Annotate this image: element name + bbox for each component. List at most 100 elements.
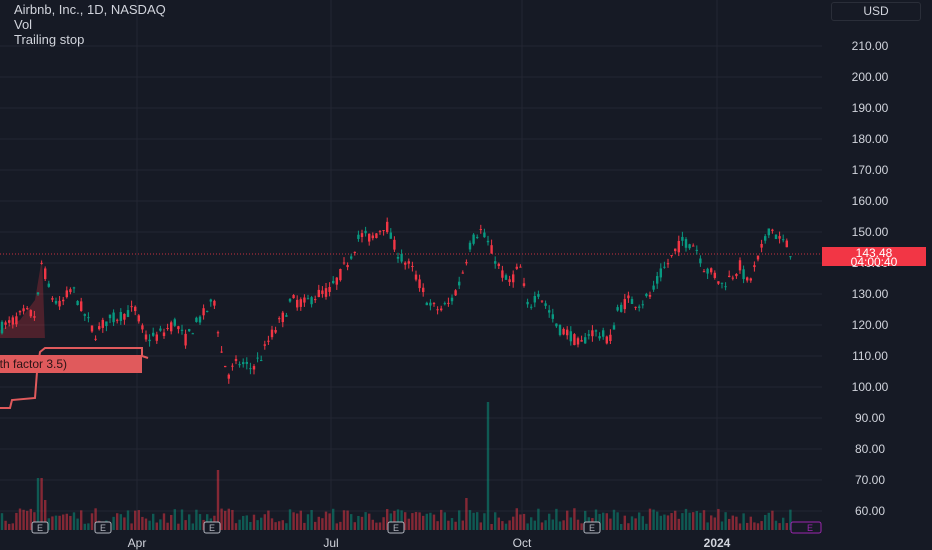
candle [134,305,137,316]
volume-bar [652,509,655,530]
candle [350,253,353,260]
candle [137,314,140,324]
candle [461,270,464,274]
volume-bar [29,508,32,530]
volume-bar [22,509,25,530]
candle [353,251,356,256]
volume-bar [656,511,659,530]
candle [260,355,263,362]
volume-bar [180,509,184,530]
candle [375,233,378,239]
volume-bar [159,519,162,530]
volume-bar [522,513,526,530]
candle [296,295,299,311]
candle [778,231,781,244]
candle [706,267,709,279]
candle [62,296,65,306]
candle [108,314,112,324]
volume-bar [720,521,724,530]
candle [188,328,191,332]
volume-bar [94,508,97,530]
volume-bar [393,510,396,530]
volume-bar [519,514,522,530]
candle [44,266,47,281]
candle [465,259,468,266]
candle [152,327,155,337]
time-axis-label: Jul [323,536,338,550]
volume-bar [292,512,295,530]
candle [270,325,274,340]
volume-bar [11,523,14,530]
volume-bar [285,523,288,530]
volume-bar [414,511,418,530]
candle [195,316,198,323]
candle [36,292,40,296]
candle [731,275,734,281]
candle [119,308,122,325]
candle [224,365,227,368]
candle [130,300,133,312]
volume-bar [789,509,792,530]
last-price-tag: 143.48 04:00:40 [822,247,926,269]
candle [663,261,666,269]
earnings-marker-label: E [100,523,106,533]
volume-bar [447,520,450,530]
candle [288,298,292,303]
volume-bar [684,508,688,530]
volume-bar [479,522,482,530]
candle [580,335,583,342]
candle [378,230,382,235]
candle [98,322,101,331]
candle [533,291,536,308]
candle [558,324,562,337]
candle [83,313,86,321]
candle [501,265,504,282]
volume-bar [382,517,385,530]
volume-bar [339,521,342,530]
volume-bar [429,512,432,530]
candle [382,229,385,236]
candle [22,304,25,315]
candle [360,229,364,243]
volume-bar [620,523,623,530]
price-axis-label: 160.00 [852,194,889,208]
volume-bar [432,514,436,530]
currency-selector[interactable]: USD [831,2,921,21]
volume-bar [681,513,684,530]
volume-bar [735,516,738,530]
symbol-title[interactable]: Airbnb, Inc., 1D, NASDAQ [14,2,166,17]
volume-bar [310,510,313,530]
candle [630,296,634,305]
candle [8,316,11,327]
trailing-stop-fill [0,258,45,340]
earnings-marker-icon [94,521,112,534]
volume-bar [648,508,652,530]
candle [440,305,443,312]
candle [249,362,252,375]
volume-indicator-label[interactable]: Vol [14,17,33,32]
candle [407,258,410,269]
volume-bar [76,518,79,530]
volume-bar [15,512,18,530]
candle [774,234,778,240]
volume-bar [540,522,544,530]
candle [537,290,540,300]
volume-bar [422,515,425,530]
volume-bar [321,518,324,530]
volume-bar [177,523,180,530]
volume-bar [670,513,673,530]
volume-bar [256,520,259,530]
volume-bar [756,523,760,530]
volume-bar [706,522,709,530]
candle [285,312,288,317]
candle [317,284,320,298]
candle [634,306,637,311]
volume-bar [749,516,752,530]
candle [616,304,619,312]
candle [177,325,180,334]
volume-bar [710,515,713,530]
price-axis-label: 70.00 [855,473,885,487]
trailing-stop-indicator-label[interactable]: Trailing stop [14,32,85,47]
candle [227,373,230,384]
